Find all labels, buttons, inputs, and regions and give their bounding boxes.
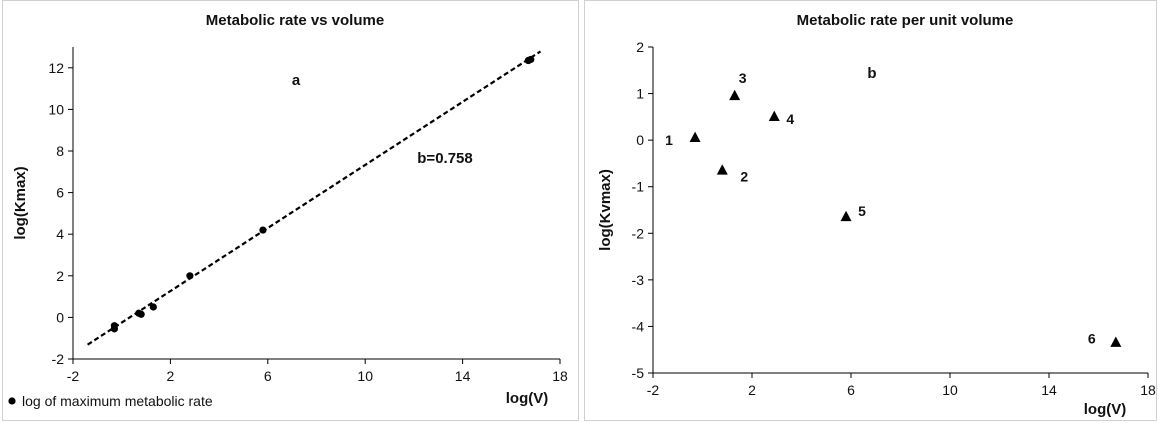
- data-point: [716, 164, 728, 175]
- slope-annotation: b=0.758: [417, 150, 472, 167]
- y-tick-label: 12: [48, 60, 64, 76]
- y-axis-label: log(Kvmax): [597, 169, 614, 251]
- y-tick-label: 1: [636, 86, 644, 102]
- y-tick-label: -3: [632, 272, 645, 288]
- x-tick-label: 10: [942, 382, 958, 398]
- y-tick-label: -4: [632, 318, 645, 334]
- y-tick-label: 0: [56, 309, 64, 325]
- y-tick-label: 0: [636, 132, 644, 148]
- legend-label: log of maximum metabolic rate: [22, 393, 213, 409]
- x-tick-label: 6: [847, 382, 855, 398]
- chart-a-canvas: Metabolic rate vs volume -2 0 2 4 6 8 10 12 -2 2 6 1…: [8, 12, 568, 409]
- chart-panel-a: Metabolic rate vs volume -2 0 2 4 6 8 10 12 -2 2 6 1…: [2, 0, 579, 421]
- x-tick-label: 2: [167, 368, 175, 384]
- data-point: [149, 303, 157, 311]
- y-tick-label: 8: [56, 143, 64, 159]
- y-tick-label: -2: [52, 351, 65, 367]
- x-tick-label: 14: [455, 368, 471, 384]
- chart-b-canvas: Metabolic rate per unit volume -5 -4 -3 -2 -1…: [597, 12, 1156, 418]
- data-point: [689, 131, 701, 143]
- chart-title: Metabolic rate per unit volume: [797, 12, 1014, 29]
- chart-title: Metabolic rate vs volume: [206, 12, 384, 29]
- y-tick-label: 4: [56, 226, 64, 242]
- x-axis-label: log(V): [506, 390, 549, 407]
- data-point: [840, 210, 852, 222]
- data-point: [259, 226, 267, 234]
- y-tick-label: -1: [632, 179, 645, 195]
- data-point: [768, 110, 780, 122]
- x-axis-label: log(V): [1084, 401, 1127, 418]
- panel-letter: b: [867, 65, 876, 82]
- data-point: [1110, 336, 1122, 347]
- x-tick-label: 10: [357, 368, 373, 384]
- x-tick-label: 18: [1140, 382, 1156, 398]
- y-tick-label: 6: [56, 185, 64, 201]
- y-axis-label: log(Kmax): [12, 166, 29, 239]
- legend-marker: [8, 397, 16, 405]
- data-point: [527, 55, 535, 64]
- x-tick-label: 2: [748, 382, 756, 398]
- x-tick-label: 14: [1041, 382, 1057, 398]
- panel-letter: a: [292, 72, 301, 89]
- point-label: 5: [858, 203, 866, 219]
- point-label: 3: [739, 70, 747, 86]
- trendline: [87, 50, 542, 346]
- point-label: 6: [1088, 331, 1096, 347]
- point-label: 2: [740, 168, 748, 184]
- x-tick-label: 18: [552, 368, 568, 384]
- y-tick-label: 10: [48, 101, 64, 117]
- y-tick-label: 2: [636, 39, 644, 55]
- data-point: [729, 89, 741, 101]
- x-tick-label: -2: [67, 368, 80, 384]
- data-point: [137, 310, 145, 318]
- data-point: [110, 325, 118, 333]
- point-label: 4: [786, 111, 794, 127]
- x-tick-label: 6: [264, 368, 272, 384]
- y-tick-label: -5: [632, 365, 645, 381]
- y-tick-label: -2: [632, 225, 645, 241]
- data-point: [186, 272, 194, 280]
- y-tick-label: 2: [56, 268, 64, 284]
- point-label: 1: [665, 132, 673, 148]
- x-tick-label: -2: [647, 382, 660, 398]
- chart-panel-b: Metabolic rate per unit volume -5 -4 -3 -2 -1…: [584, 0, 1157, 421]
